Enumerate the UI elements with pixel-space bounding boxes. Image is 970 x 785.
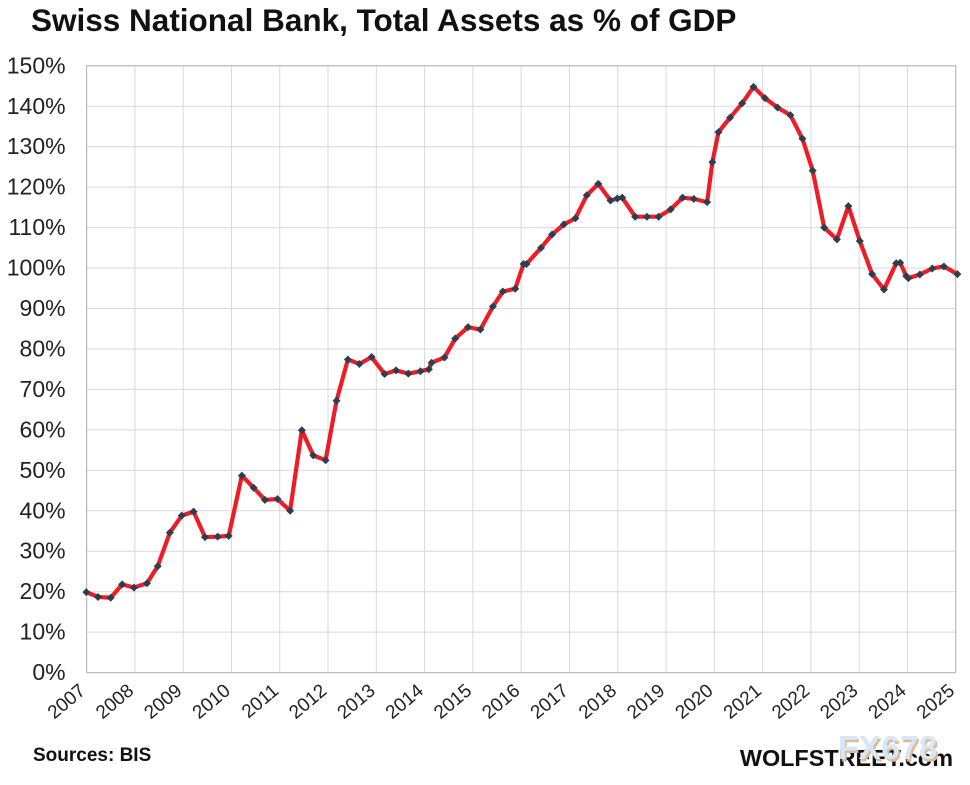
svg-text:90%: 90% [20, 295, 66, 321]
svg-text:2025: 2025 [913, 680, 959, 723]
svg-text:130%: 130% [7, 133, 66, 159]
svg-text:150%: 150% [7, 52, 66, 78]
svg-text:0%: 0% [32, 659, 65, 685]
svg-text:2012: 2012 [285, 680, 331, 723]
svg-text:2020: 2020 [672, 680, 718, 723]
svg-text:2015: 2015 [430, 680, 476, 723]
svg-text:2018: 2018 [575, 680, 621, 723]
svg-text:50%: 50% [20, 457, 66, 483]
svg-text:2013: 2013 [334, 680, 380, 723]
svg-text:2017: 2017 [527, 680, 573, 723]
svg-text:2021: 2021 [720, 680, 766, 723]
svg-text:2024: 2024 [865, 680, 911, 724]
svg-text:110%: 110% [8, 214, 65, 240]
svg-text:60%: 60% [20, 416, 66, 442]
svg-text:2007: 2007 [44, 680, 90, 723]
svg-text:2011: 2011 [238, 680, 283, 722]
svg-text:2019: 2019 [623, 680, 669, 723]
svg-text:2010: 2010 [189, 680, 235, 723]
svg-text:2014: 2014 [382, 680, 428, 724]
svg-text:2023: 2023 [816, 680, 862, 723]
svg-text:2022: 2022 [768, 680, 814, 723]
svg-text:20%: 20% [20, 578, 66, 604]
svg-text:30%: 30% [20, 538, 66, 564]
svg-text:40%: 40% [20, 497, 66, 523]
svg-text:10%: 10% [20, 619, 66, 645]
svg-text:100%: 100% [7, 255, 66, 281]
svg-text:2009: 2009 [140, 680, 186, 723]
svg-text:120%: 120% [7, 174, 66, 200]
svg-text:2016: 2016 [478, 680, 524, 723]
svg-text:70%: 70% [20, 376, 66, 402]
svg-text:80%: 80% [20, 336, 66, 362]
svg-text:2008: 2008 [92, 680, 138, 723]
svg-text:140%: 140% [7, 93, 66, 119]
